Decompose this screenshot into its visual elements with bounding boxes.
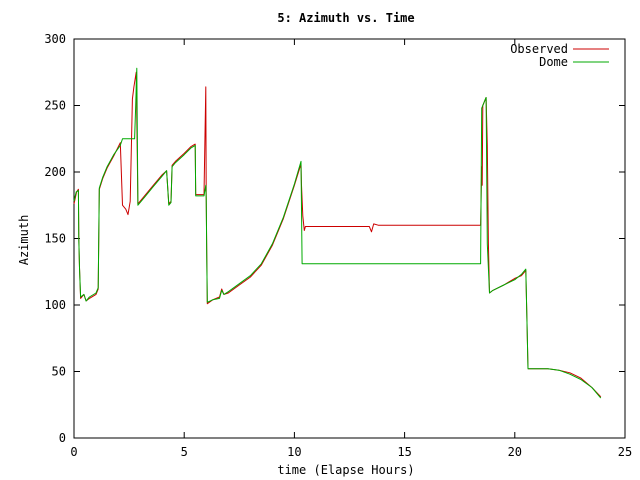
x-tick-label: 0 <box>70 445 77 459</box>
series-layer <box>73 67 602 399</box>
x-tick-label: 25 <box>618 445 632 459</box>
y-tick-label: 150 <box>44 232 66 246</box>
x-tick-label: 15 <box>397 445 411 459</box>
x-tick-label: 5 <box>181 445 188 459</box>
x-axis: 0 5 10 15 20 25 <box>70 39 632 459</box>
series-line-observed <box>73 71 602 398</box>
legend: Observed Dome <box>510 42 609 69</box>
y-axis-label: Azimuth <box>17 215 31 266</box>
x-tick-label: 10 <box>287 445 301 459</box>
y-axis: 0 50 100 150 200 250 300 <box>44 32 625 445</box>
y-tick-label: 200 <box>44 165 66 179</box>
y-tick-label: 250 <box>44 99 66 113</box>
y-tick-label: 50 <box>52 365 66 379</box>
x-tick-label: 20 <box>508 445 522 459</box>
x-axis-label: time (Elapse Hours) <box>277 463 414 477</box>
chart-title: 5: Azimuth vs. Time <box>277 11 414 25</box>
y-tick-label: 0 <box>59 431 66 445</box>
y-tick-label: 100 <box>44 298 66 312</box>
legend-label-dome: Dome <box>539 55 568 69</box>
legend-label-observed: Observed <box>510 42 568 56</box>
series-line-dome <box>73 67 602 399</box>
y-tick-label: 300 <box>44 32 66 46</box>
